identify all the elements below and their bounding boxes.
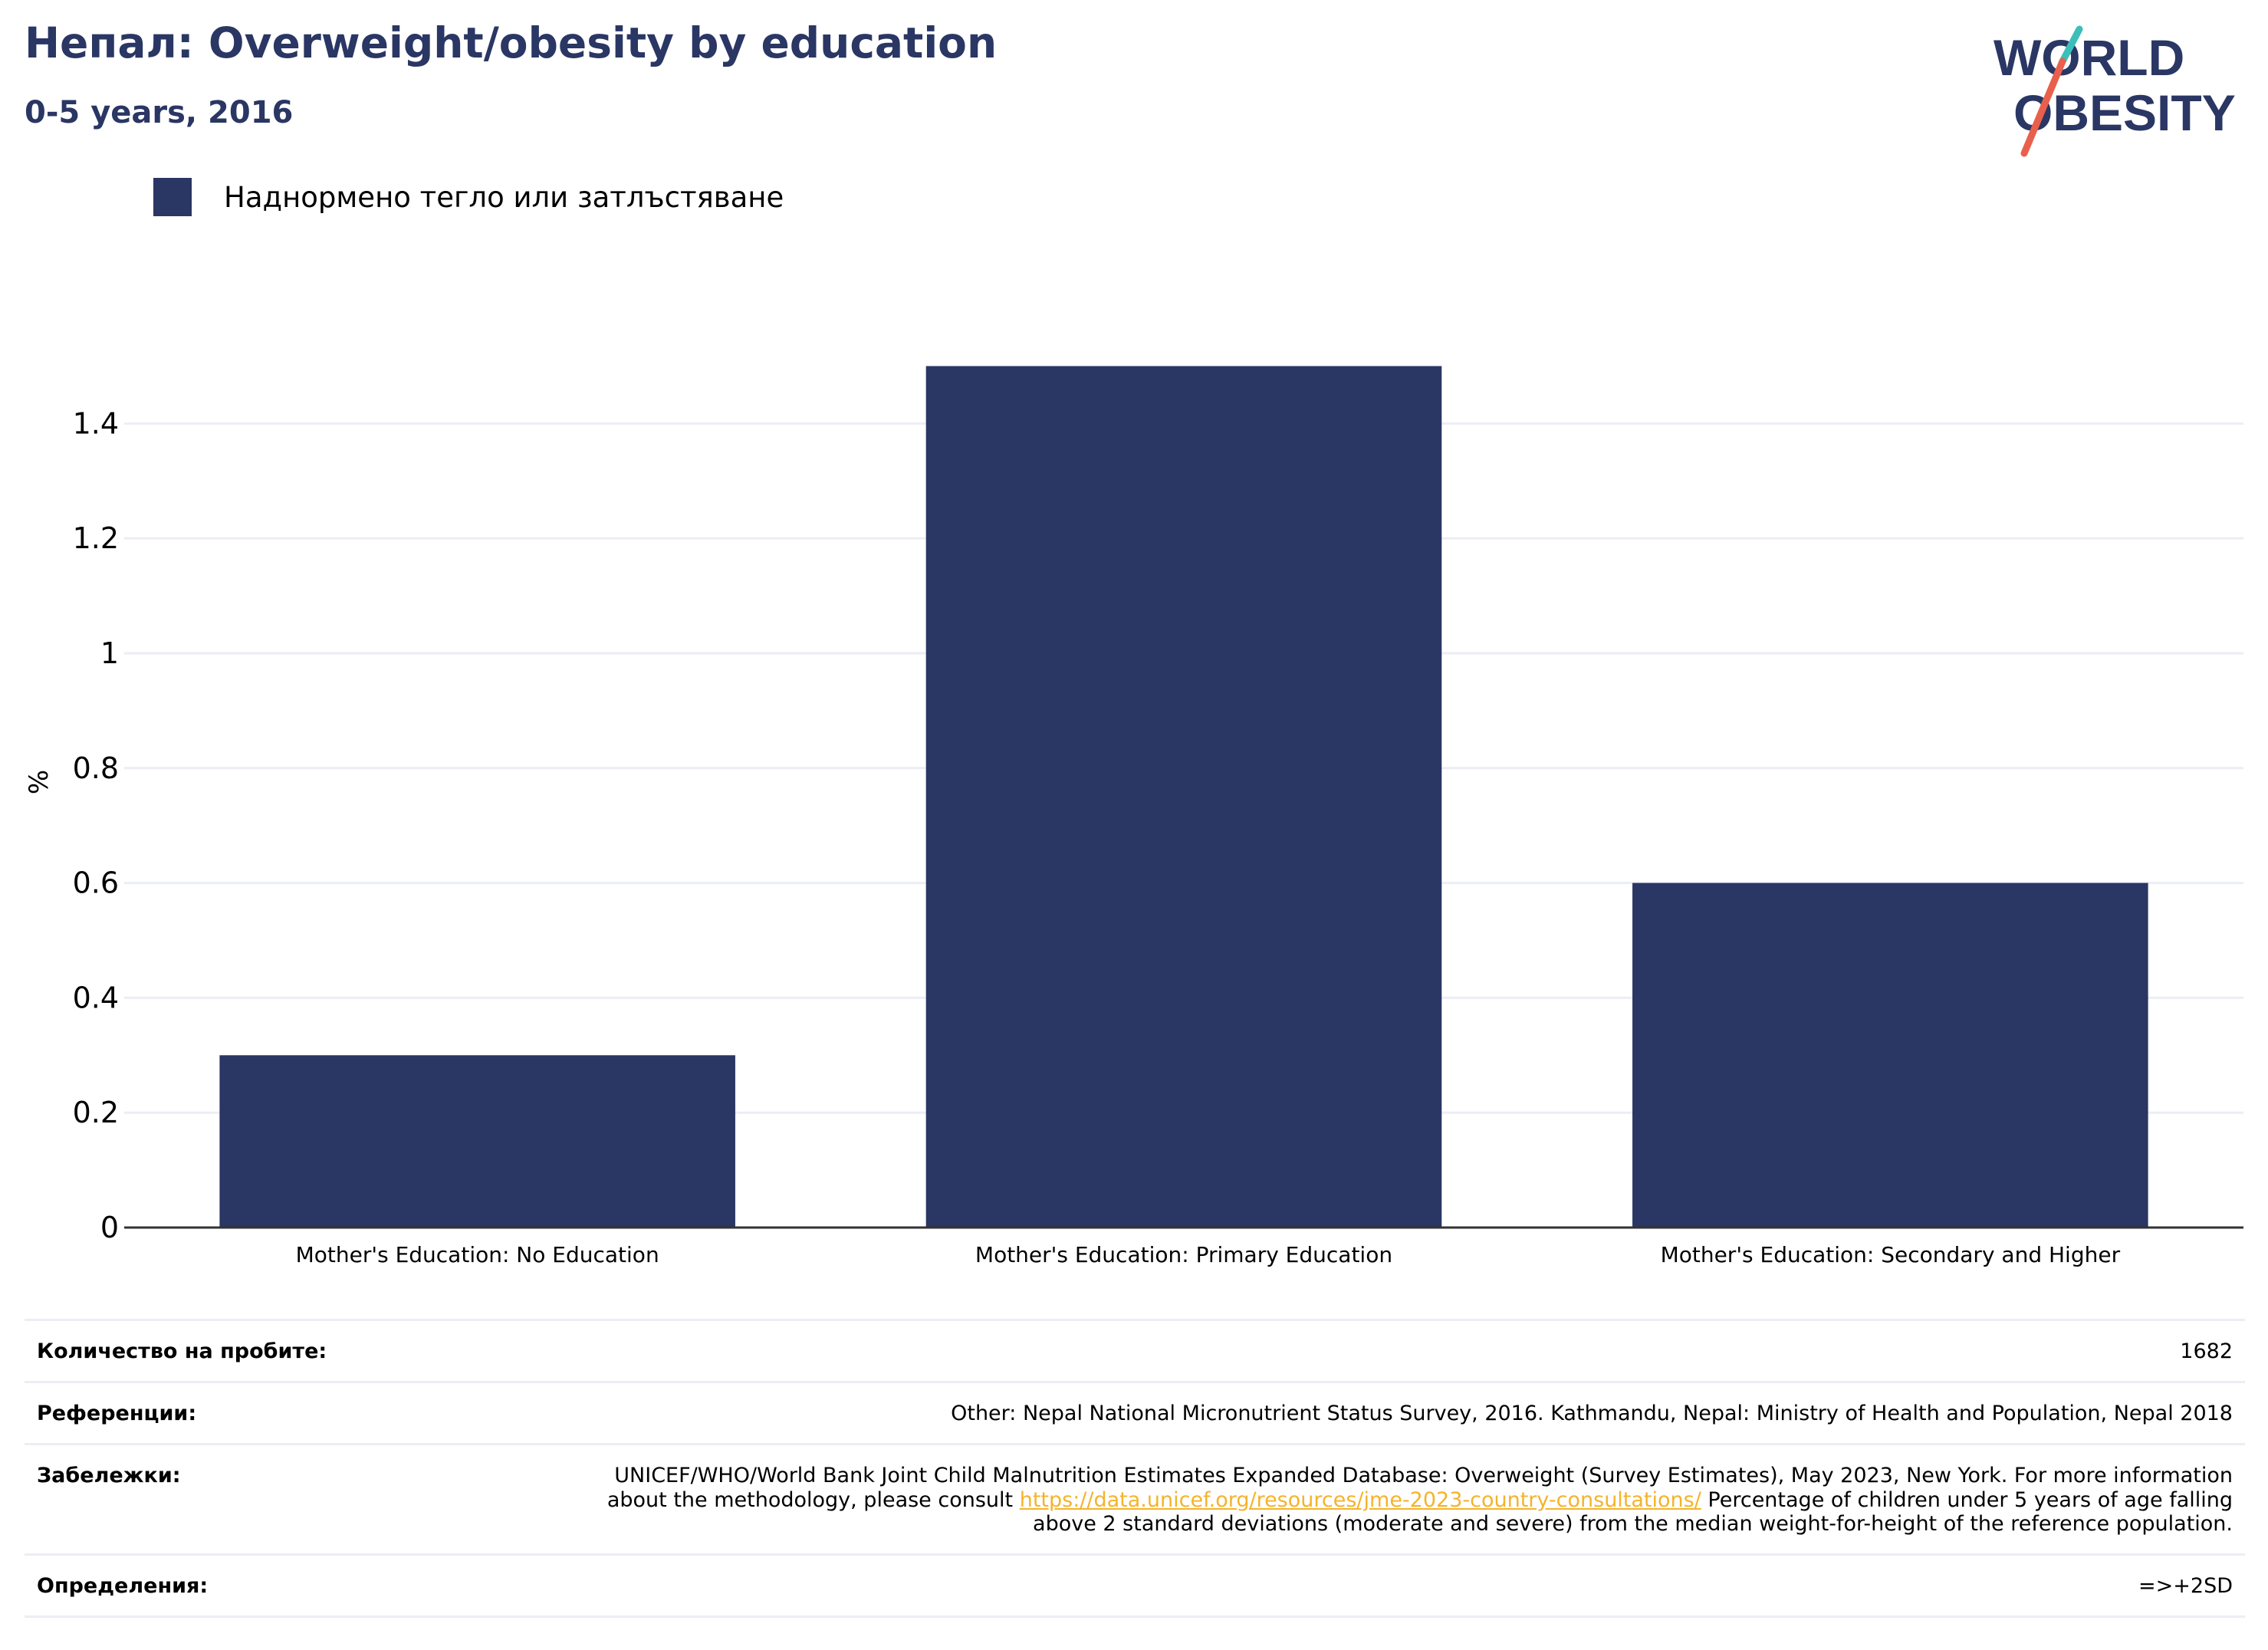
x-tick-labels: Mother's Education: No Education Mother's… [296, 1242, 2121, 1267]
legend-label: Наднормено тегло или затлъстяване [224, 180, 784, 214]
x-tick-label: Mother's Education: Secondary and Higher [1661, 1242, 2121, 1267]
y-tick-label: 1 [100, 636, 119, 670]
logo-slash-teal [2059, 25, 2083, 65]
y-tick-label: 0 [100, 1211, 119, 1244]
sample-size-value: 1682 [2180, 1339, 2233, 1363]
bar-chart: 0 0.2 0.4 0.6 0.8 1 1.2 1.4 Mother's Education:… [24, 366, 2243, 1267]
y-tick-label: 1.2 [73, 521, 119, 555]
definitions-value: =>+2SD [2138, 1574, 2233, 1599]
x-tick-label: Mother's Education: No Education [296, 1242, 659, 1267]
bars [219, 366, 2148, 1228]
y-tick-label: 0.6 [73, 866, 119, 900]
y-axis-label: % [24, 770, 54, 794]
references-row: Референции: Other: Nepal National Micron… [25, 1380, 2245, 1443]
y-tick-label: 1.4 [73, 406, 119, 440]
chart-subtitle: 0-5 years, 2016 [25, 95, 294, 130]
bar[interactable] [1632, 883, 2148, 1228]
legend: Наднормено тегло или затлъстяване [153, 178, 784, 216]
logo-line-1: WORLD [1994, 29, 2184, 86]
bar[interactable] [219, 1055, 735, 1228]
sample-size-row: Количество на пробите: 1682 [25, 1319, 2245, 1381]
chart-title: Непал: Overweight/obesity by education [25, 18, 998, 67]
definitions-row: Определения: =>+2SD [25, 1553, 2245, 1619]
legend-swatch [153, 178, 192, 216]
x-tick-label: Mother's Education: Primary Education [975, 1242, 1392, 1267]
notes-label: Забележки: [37, 1463, 181, 1487]
notes-link[interactable]: https://data.unicef.org/resources/jme-20… [1019, 1487, 1701, 1512]
sample-size-label: Количество на пробите: [37, 1339, 327, 1363]
y-tick-labels: 0 0.2 0.4 0.6 0.8 1 1.2 1.4 [73, 406, 119, 1244]
logo-slash-coral [2020, 58, 2066, 157]
notes-text-before: UNICEF/WHO/World Bank Joint Child Malnut… [606, 1463, 2233, 1512]
notes-row: Забележки: UNICEF/WHO/World Bank Joint C… [25, 1442, 2245, 1554]
metadata-table: Количество на пробите: 1682 Референции: … [25, 1319, 2245, 1619]
notes-text-after: Percentage of children under 5 years of … [1033, 1487, 2233, 1537]
notes-value: UNICEF/WHO/World Bank Joint Child Malnut… [577, 1464, 2233, 1537]
y-tick-label: 0.8 [73, 751, 119, 785]
y-tick-label: 0.2 [73, 1096, 119, 1129]
world-obesity-logo[interactable]: WORLD OBESITY [1994, 21, 2254, 159]
definitions-label: Определения: [37, 1574, 209, 1599]
references-value: Other: Nepal National Micronutrient Stat… [951, 1401, 2233, 1425]
references-label: Референции: [37, 1401, 197, 1425]
y-tick-label: 0.4 [73, 981, 119, 1014]
bar[interactable] [925, 366, 1442, 1228]
